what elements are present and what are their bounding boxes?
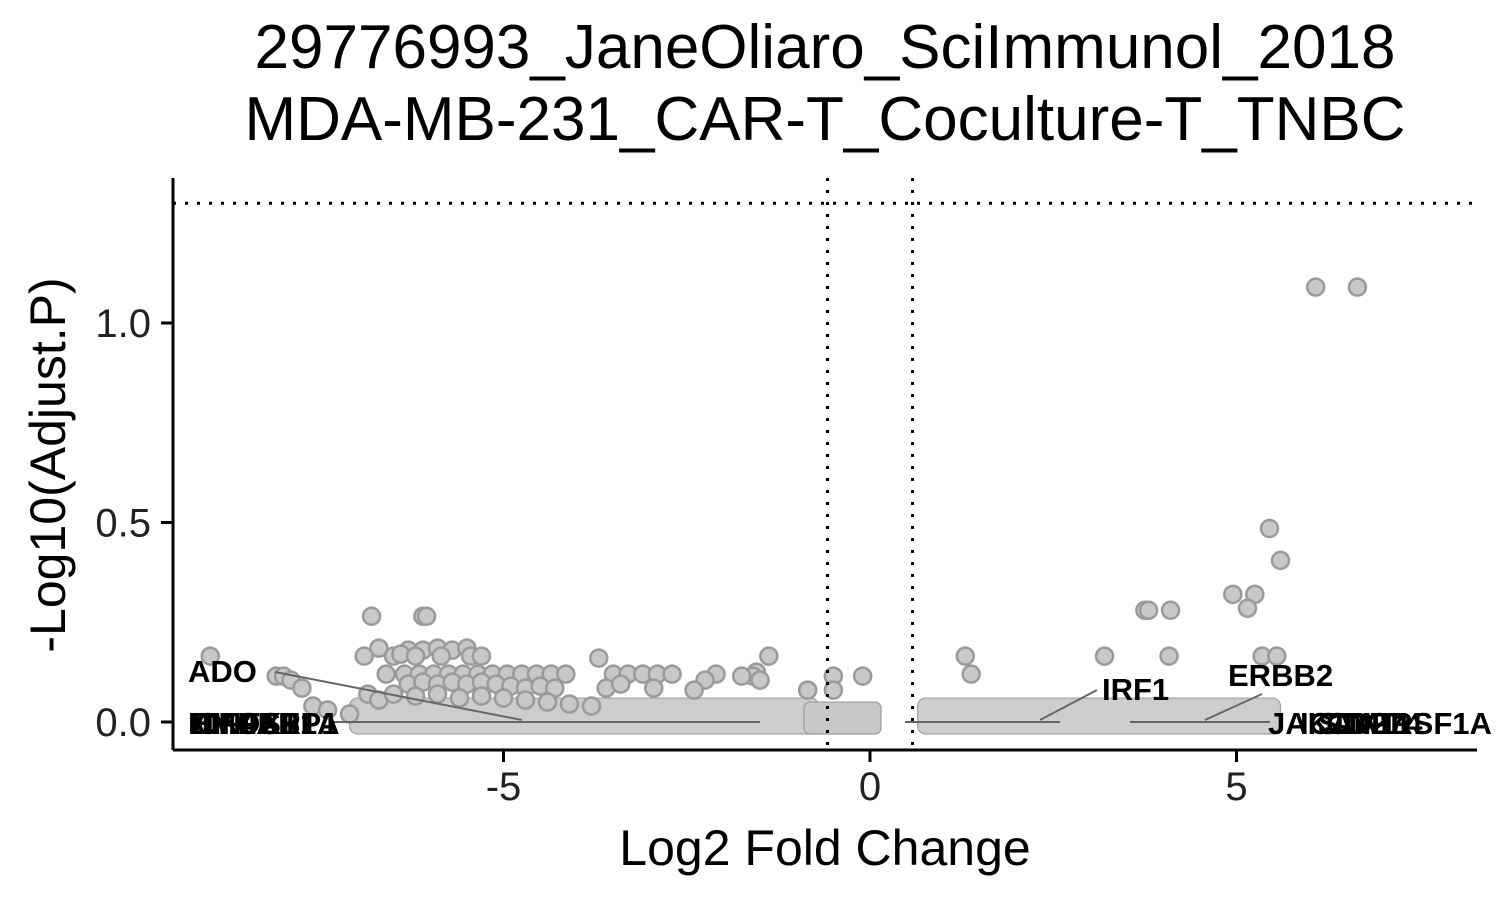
data-point: [427, 684, 448, 704]
data-point: [1270, 550, 1291, 571]
label-connector: [1039, 689, 1098, 721]
data-point: [1347, 277, 1368, 297]
data-point: [1237, 598, 1258, 619]
gene-label: TNFRSF1A: [1330, 706, 1492, 741]
data-point: [662, 664, 682, 684]
data-point: [684, 680, 704, 700]
data-point: [611, 674, 631, 694]
y-tick-label: 1.0: [95, 302, 151, 346]
data-point: [292, 678, 312, 698]
data-point: [823, 680, 844, 700]
data-point: [471, 686, 492, 706]
point-band: [917, 697, 1282, 735]
data-point: [644, 678, 664, 698]
data-point: [200, 646, 221, 666]
chart-title: 29776993_JaneOliaro_SciImmunol_2018: [255, 13, 1396, 82]
data-point: [589, 648, 609, 668]
data-point: [1094, 646, 1115, 666]
data-point: [1259, 518, 1280, 539]
data-point: [515, 690, 536, 710]
point-band: [803, 701, 882, 735]
data-point: [361, 606, 382, 627]
plot-area: -5 0 5 0.0 0.5 1.0 ADO HMOX1EIF4EBP1CFLARTNFSF1…: [95, 178, 1492, 809]
gene-label: ICAM1: [1300, 706, 1396, 741]
label-connector: [1204, 693, 1263, 721]
data-point: [1267, 646, 1287, 666]
data-point: [431, 646, 451, 666]
gene-label: IRF1: [1102, 672, 1169, 707]
y-axis-title: -Log10(Adjust.P): [20, 277, 76, 652]
data-point: [1159, 646, 1179, 666]
data-point: [1223, 584, 1243, 605]
data-point: [537, 692, 558, 712]
x-axis-title: Log2 Fold Change: [619, 820, 1030, 876]
gene-label: STAT1: [1318, 706, 1412, 741]
data-point: [731, 666, 752, 686]
gene-label: ERBB2: [1228, 658, 1333, 693]
gene-label: CD274: [1326, 706, 1423, 741]
data-point: [852, 666, 873, 686]
data-point: [471, 646, 492, 666]
y-tick-label: 0.0: [95, 701, 151, 745]
data-point: [955, 646, 976, 666]
data-point: [559, 694, 580, 714]
data-point: [493, 688, 514, 708]
data-point: [405, 686, 426, 706]
chart-subtitle: MDA-MB-231_CAR-T_Coculture-T_TNBC: [244, 85, 1405, 154]
gene-label: EIF4EBP1: [192, 706, 338, 741]
data-point: [1160, 600, 1181, 621]
gene-label: TNFSF1A: [200, 706, 340, 741]
gene-label: ADO: [188, 654, 257, 689]
y-tick-label: 0.5: [95, 502, 151, 546]
data-point: [1305, 277, 1326, 297]
gene-label: HMOX1: [188, 706, 298, 741]
data-point: [449, 688, 470, 708]
data-point: [405, 646, 426, 666]
data-point: [416, 606, 437, 627]
data-point: [369, 638, 389, 658]
x-tick-label: 5: [1225, 765, 1247, 809]
data-point: [961, 664, 981, 684]
data-point: [750, 670, 770, 690]
data-point: [581, 696, 602, 716]
data-point: [317, 700, 338, 720]
gene-label: CFLAR: [196, 706, 301, 741]
data-point: [1138, 600, 1159, 621]
x-tick-label: -5: [486, 765, 522, 809]
data-point: [339, 704, 360, 724]
data-point: [556, 664, 576, 684]
data-point: [759, 646, 779, 666]
x-tick-label: 0: [859, 765, 881, 809]
data-point: [797, 680, 818, 700]
gene-label: JAK1: [1268, 706, 1347, 741]
label-connector: [274, 671, 523, 721]
data-point: [354, 646, 374, 666]
data-point: [376, 664, 396, 684]
